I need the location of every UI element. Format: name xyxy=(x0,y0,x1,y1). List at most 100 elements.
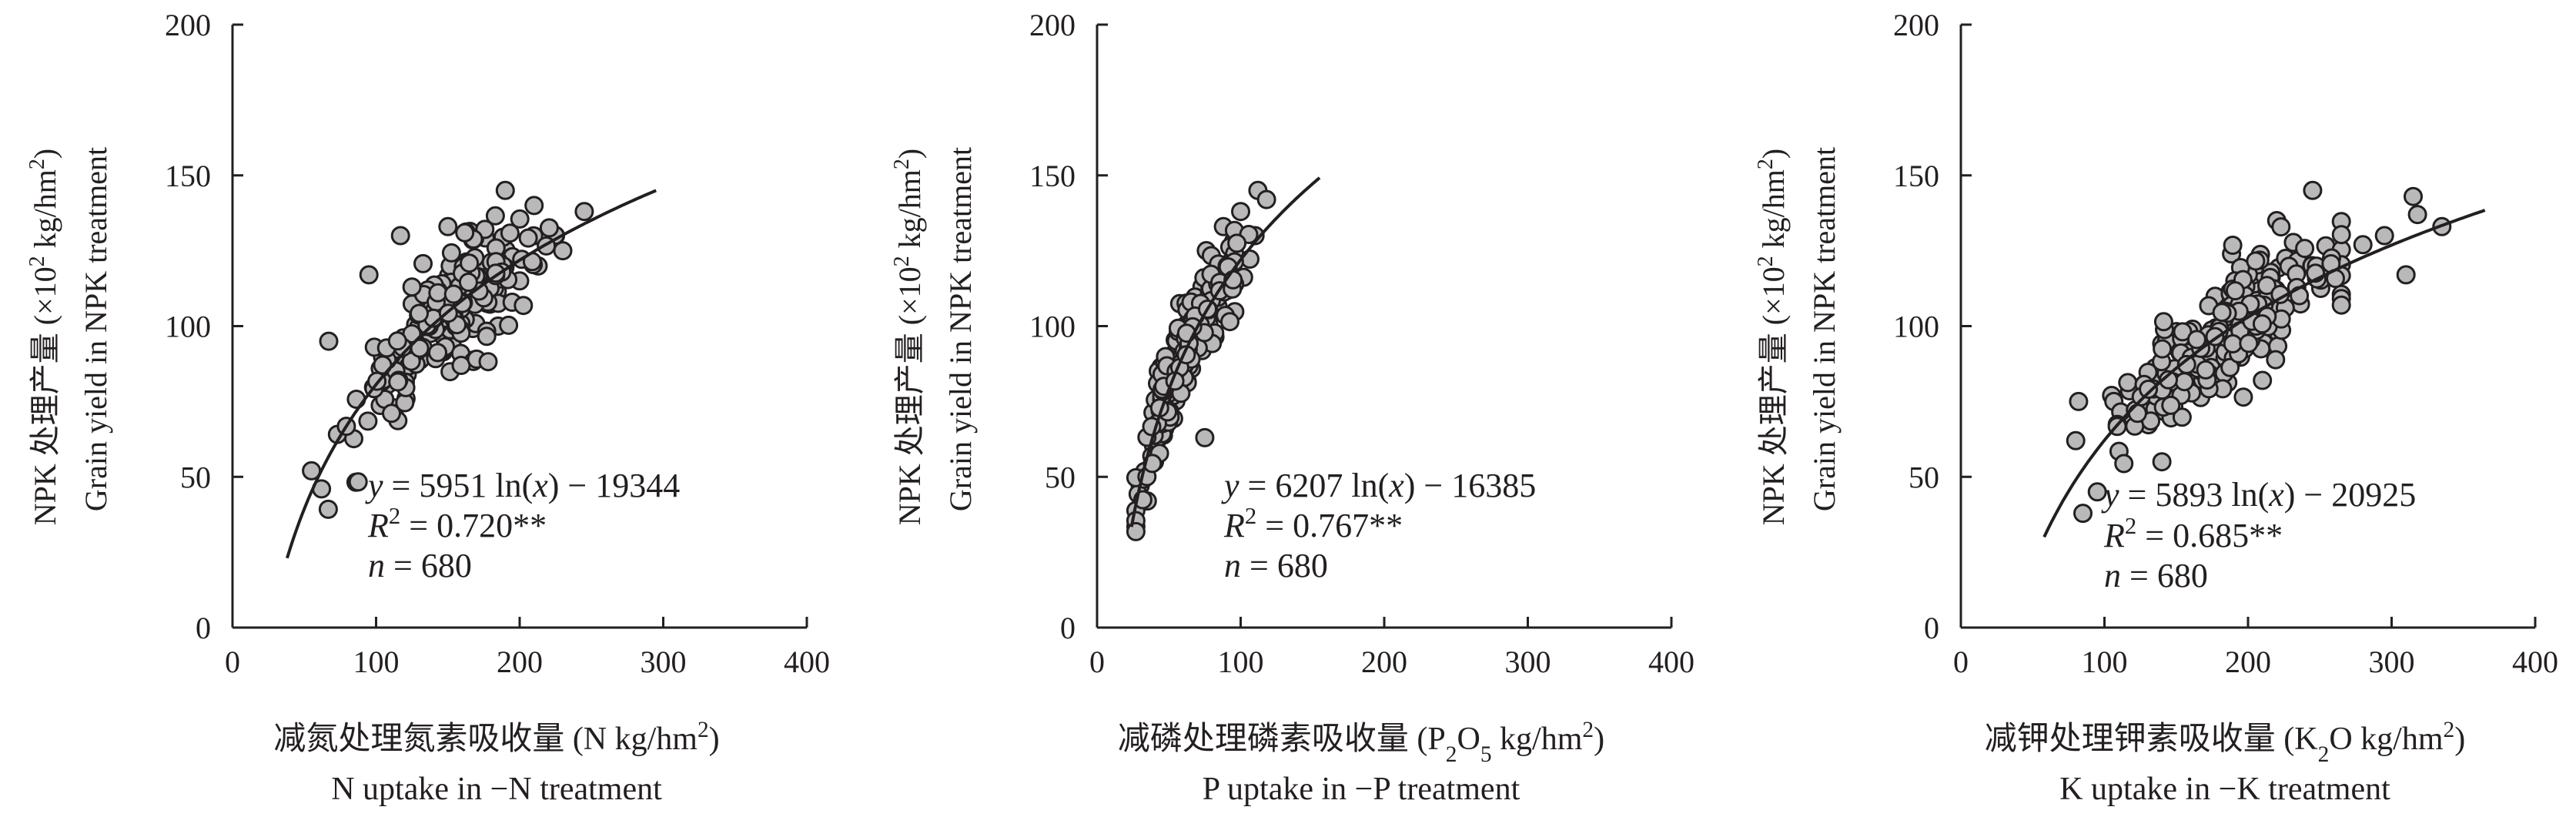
fit-curve xyxy=(2042,209,2486,538)
data-point xyxy=(359,265,379,285)
sample-size: n = 680 xyxy=(2104,557,2208,594)
y-tick-label: 0 xyxy=(196,611,211,645)
data-point xyxy=(477,326,497,347)
data-point xyxy=(2152,452,2172,472)
y-axis-label-en: Grain yield in NPK treatment xyxy=(1807,147,1842,511)
data-point xyxy=(319,331,339,351)
y-tick-label: 100 xyxy=(165,310,211,344)
data-point xyxy=(413,253,433,273)
data-point xyxy=(382,403,401,424)
data-point xyxy=(318,499,338,519)
y-tick-label: 200 xyxy=(1893,8,1939,42)
data-point xyxy=(2114,454,2134,474)
data-point xyxy=(2118,373,2138,393)
data-point xyxy=(2174,372,2194,392)
data-point xyxy=(2331,295,2351,315)
scatter-series xyxy=(2066,180,2452,524)
y-tick-label: 50 xyxy=(1909,460,1939,494)
data-point xyxy=(2172,407,2192,427)
data-point xyxy=(2404,186,2423,206)
data-point xyxy=(2159,370,2178,390)
data-point xyxy=(2246,251,2266,271)
data-point xyxy=(499,315,519,335)
y-tick-label: 100 xyxy=(1893,310,1939,344)
sample-size: n = 680 xyxy=(1224,547,1328,584)
x-tick-label: 100 xyxy=(1218,645,1264,679)
x-axis-label-en: K uptake in −K treatment xyxy=(2059,772,2390,807)
y-tick-label: 0 xyxy=(1060,611,1076,645)
chart-panel-k: 0 50 100 150 200 0 100 200 300 400 y = 5893 ln(x) … xyxy=(1754,8,2559,807)
scatter-series xyxy=(302,180,594,519)
data-point xyxy=(2153,339,2173,359)
x-axis-label-cn: 减磷处理磷素吸收量 (P2O5 kg/hm2) xyxy=(1118,718,1604,767)
x-tick-label: 0 xyxy=(1089,645,1105,679)
data-point xyxy=(390,226,410,246)
x-axis-label-en: P uptake in −P treatment xyxy=(1203,772,1521,807)
data-point xyxy=(485,206,505,226)
data-point xyxy=(539,218,559,238)
data-point xyxy=(438,216,458,236)
data-point xyxy=(441,243,461,263)
x-axis-label-cn: 减氮处理氮素吸收量 (N kg/hm2) xyxy=(273,718,719,757)
data-point xyxy=(2303,180,2323,200)
x-tick-label: 300 xyxy=(2369,645,2415,679)
y-tick-label: 200 xyxy=(165,8,211,42)
x-tick-label: 0 xyxy=(225,645,240,679)
x-tick-label: 200 xyxy=(497,645,543,679)
data-point xyxy=(2233,387,2253,407)
data-point xyxy=(2196,360,2216,380)
data-point xyxy=(2253,370,2273,390)
data-point xyxy=(500,223,520,243)
y-tick-label: 150 xyxy=(165,159,211,193)
y-tick-label: 150 xyxy=(1029,159,1076,193)
data-point xyxy=(2331,225,2351,245)
data-point xyxy=(1195,427,1215,447)
y-tick-label: 50 xyxy=(180,460,211,494)
x-tick-label: 400 xyxy=(2512,645,2558,679)
data-point xyxy=(2239,333,2259,353)
y-tick-label: 0 xyxy=(1924,611,1939,645)
r-squared: R2 = 0.720** xyxy=(367,503,547,544)
x-tick-label: 300 xyxy=(1505,645,1551,679)
y-axis-label-cn: NPK 处理产量 (×102 kg/hm2) xyxy=(890,149,928,525)
x-tick-label: 100 xyxy=(2082,645,2128,679)
fit-curve xyxy=(285,189,657,559)
data-point xyxy=(458,273,478,292)
data-point xyxy=(510,209,530,229)
data-point xyxy=(387,331,407,351)
x-axis-label-cn: 减钾处理钾素吸收量 (K2O kg/hm2) xyxy=(1985,718,2465,767)
regression-equation: y = 6207 ln(x) − 16385 xyxy=(1221,467,1536,504)
sample-size: n = 680 xyxy=(368,547,472,584)
data-point xyxy=(2257,276,2277,296)
data-point xyxy=(2252,314,2272,334)
data-point xyxy=(2161,395,2181,415)
data-point xyxy=(428,283,448,303)
data-point xyxy=(2212,303,2232,323)
chart-panel-p: 0 50 100 150 200 0 100 200 300 400 y = 6207 ln(x) … xyxy=(890,8,1695,807)
data-point xyxy=(410,338,430,358)
x-tick-label: 200 xyxy=(2225,645,2271,679)
data-point xyxy=(455,223,475,243)
data-point xyxy=(1256,189,1276,209)
x-tick-label: 200 xyxy=(1361,645,1407,679)
x-tick-label: 100 xyxy=(353,645,400,679)
data-point xyxy=(574,202,594,222)
data-point xyxy=(2073,504,2093,524)
data-point xyxy=(524,196,544,216)
x-tick-label: 400 xyxy=(1648,645,1694,679)
data-point xyxy=(518,228,538,248)
r-squared: R2 = 0.767** xyxy=(1223,503,1403,544)
data-point xyxy=(388,372,408,392)
y-tick-label: 150 xyxy=(1893,159,1939,193)
y-axis-label-cn: NPK 处理产量 (×102 kg/hm2) xyxy=(1754,149,1791,525)
data-point xyxy=(478,352,498,372)
regression-equation: y = 5951 ln(x) − 19344 xyxy=(365,467,680,504)
y-tick-label: 200 xyxy=(1029,8,1076,42)
y-tick-label: 100 xyxy=(1029,310,1076,344)
data-point xyxy=(2396,265,2416,285)
data-point xyxy=(1227,233,1247,253)
data-point xyxy=(348,472,368,492)
data-point xyxy=(2066,430,2086,450)
x-tick-label: 400 xyxy=(784,645,830,679)
